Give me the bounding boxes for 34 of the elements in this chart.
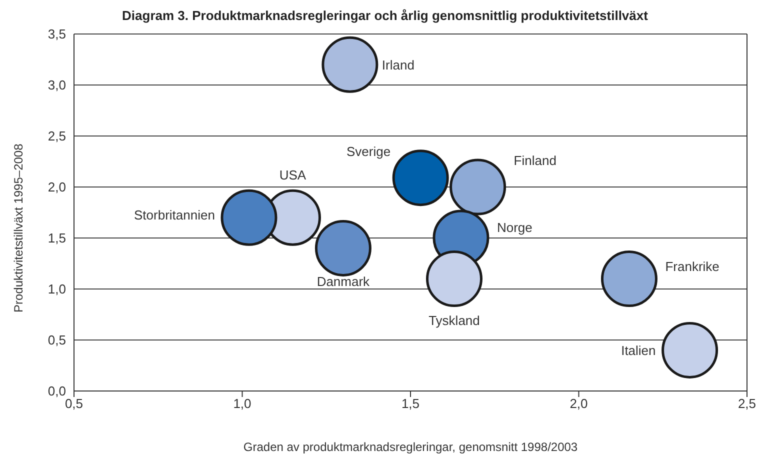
series-label: Storbritannien <box>134 208 215 223</box>
point <box>600 250 658 308</box>
chart-title: Diagram 3. Produktmarknadsregleringar och årlig genomsnittlig produktivitetstillväxt <box>121 8 649 23</box>
x-tick-label: 1,0 <box>233 396 252 412</box>
y-axis-title: Produktivitetstillväxt 1995–2008 <box>11 143 26 312</box>
series-label: Finland <box>514 153 556 168</box>
series-label: Danmark <box>316 274 370 290</box>
series-label: USA <box>279 168 306 183</box>
series-label: Sverige <box>346 144 391 159</box>
point <box>450 158 506 216</box>
y-tick-label: 3,0 <box>48 78 66 93</box>
x-tick-label: 2,0 <box>570 396 588 412</box>
y-tick-label: 1,0 <box>48 282 66 297</box>
x-tick-label: 1,5 <box>401 396 420 412</box>
x-tick-label: 0,5 <box>64 396 84 412</box>
point <box>314 220 372 276</box>
y-tick-label: 0,0 <box>48 384 66 399</box>
series-label: Frankrike <box>665 258 720 274</box>
y-tick-label: 0,5 <box>48 332 66 348</box>
point <box>426 250 482 308</box>
x-axis-title: Graden av produktmarknadsregleringar, genomsnitt 1998/2003 <box>243 440 578 454</box>
series-label: Norge <box>496 220 532 235</box>
point <box>322 36 378 93</box>
point <box>392 150 449 206</box>
y-tick-label: 3,5 <box>48 26 66 42</box>
y-tick-label: 1,5 <box>48 230 66 246</box>
series-label: Tyskland <box>428 312 480 328</box>
y-tick-label: 2,5 <box>48 128 66 144</box>
y-tick-label: 2,0 <box>48 180 66 195</box>
point <box>662 322 718 378</box>
series-label: Italien <box>621 343 656 358</box>
x-tick-label: 2,5 <box>738 396 756 412</box>
series-label: Irland <box>382 58 414 73</box>
point <box>220 189 278 246</box>
